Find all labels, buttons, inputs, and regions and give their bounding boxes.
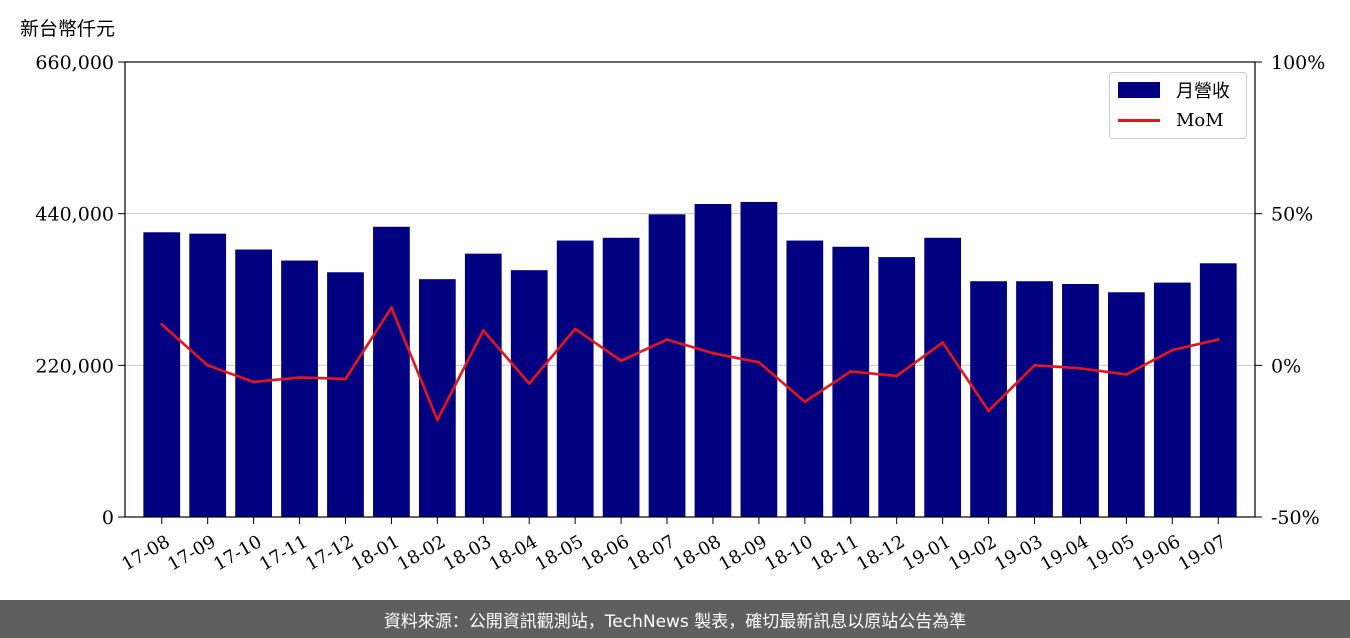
right-tick-label: -50%: [1271, 507, 1320, 529]
left-tick-label: 660,000: [35, 52, 114, 74]
x-tick-label: 19-04: [1037, 531, 1092, 575]
x-tick-label: 19-06: [1129, 531, 1184, 575]
source-footer: 資料來源：公開資訊觀測站，TechNews 製表，確切最新訊息以原站公告為準: [0, 600, 1350, 638]
point-mom: [711, 351, 715, 355]
bar-revenue: [1016, 281, 1053, 517]
bar-revenue: [418, 279, 456, 517]
x-tick-label: 17-11: [256, 531, 311, 575]
point-mom: [390, 306, 393, 310]
bar-revenue: [832, 246, 870, 517]
legend-label-mom: MoM: [1176, 109, 1224, 131]
point-mom: [803, 400, 807, 404]
bar-revenue: [694, 204, 732, 518]
point-mom: [344, 377, 347, 381]
bar-revenue: [143, 232, 181, 517]
bar-revenue: [1062, 283, 1099, 517]
bar-revenue: [924, 237, 962, 517]
bar-revenue: [189, 233, 227, 517]
bar-revenue: [327, 272, 364, 517]
x-tick-label: 18-07: [623, 531, 678, 575]
x-tick-label: 18-02: [394, 531, 449, 575]
series-line-mom: [160, 306, 1219, 422]
bar-revenue: [786, 240, 824, 517]
x-tick-label: 19-01: [899, 531, 954, 575]
x-tick-label: 18-03: [440, 531, 495, 575]
bar-revenue: [464, 253, 502, 517]
x-tick-label: 18-04: [486, 531, 541, 575]
x-tick-label: 19-03: [991, 531, 1046, 575]
point-mom: [665, 338, 669, 341]
legend-swatch-mom: [1118, 118, 1160, 122]
bar-revenue: [281, 260, 318, 517]
point-mom: [527, 382, 531, 385]
point-mom: [895, 374, 899, 378]
point-mom: [1124, 373, 1128, 376]
y-axis-unit-label: 新台幣仟元: [20, 18, 116, 40]
point-mom: [1033, 363, 1036, 367]
left-tick-label: 220,000: [35, 355, 114, 377]
bar-revenue: [878, 257, 916, 517]
x-tick-label: 17-09: [164, 531, 219, 575]
x-tick-label: 19-02: [945, 531, 1000, 575]
bar-revenue: [1108, 292, 1145, 517]
x-tick-label: 17-08: [118, 531, 173, 575]
point-mom: [1170, 348, 1174, 352]
right-tick-label: 0%: [1271, 355, 1301, 377]
plot-frame: [124, 61, 1256, 518]
chart-canvas: 0 220,000 440,000 660,000 -50% 0% 50% 100% 17-08…: [35, 52, 1325, 575]
x-tick-label: 17-12: [302, 531, 357, 575]
point-mom: [573, 327, 577, 331]
right-tick-label: 50%: [1271, 204, 1313, 226]
point-mom: [252, 380, 256, 384]
point-mom: [849, 370, 853, 373]
legend-item-revenue: 月營收: [1118, 79, 1230, 102]
x-tick-label: 19-07: [1175, 531, 1230, 575]
point-mom: [160, 322, 164, 326]
bar-revenue: [510, 270, 548, 517]
point-mom: [1079, 366, 1082, 370]
x-tick-label: 18-06: [578, 531, 633, 575]
x-tick-label: 18-11: [807, 531, 862, 575]
point-mom: [987, 409, 990, 413]
right-tick-label: 100%: [1271, 52, 1325, 74]
bar-revenue: [602, 237, 640, 517]
x-tick-label: 17-10: [210, 531, 265, 575]
legend-swatch-revenue: [1118, 82, 1160, 98]
bar-revenue: [648, 214, 686, 517]
bar-revenue: [1153, 282, 1191, 517]
revenue-chart: 新台幣仟元 0 220,000 440,000 660,000 -50% 0% 50% 100…: [20, 18, 1325, 575]
legend-label-revenue: 月營收: [1176, 81, 1230, 102]
bar-revenue: [556, 240, 594, 517]
point-mom: [435, 418, 439, 422]
point-mom: [1216, 338, 1220, 341]
x-tick-label: 18-09: [715, 531, 770, 575]
bar-revenue: [373, 226, 410, 518]
x-tick-label: 18-12: [853, 531, 908, 575]
x-tick-label: 18-05: [532, 531, 587, 575]
point-mom: [619, 359, 623, 363]
x-tick-label: 18-08: [669, 531, 724, 575]
bar-revenue: [1199, 263, 1237, 517]
point-mom: [481, 329, 485, 332]
x-tick-label: 18-01: [348, 531, 403, 575]
left-tick-label: 440,000: [35, 204, 114, 226]
x-tick-label: 19-05: [1083, 531, 1138, 575]
chart-legend: 月營收 MoM: [1109, 72, 1247, 139]
point-mom: [757, 360, 761, 364]
legend-item-mom: MoM: [1118, 109, 1224, 131]
point-mom: [206, 363, 210, 367]
point-mom: [941, 341, 945, 344]
left-tick-label: 0: [102, 507, 114, 529]
x-tick-label: 18-10: [761, 531, 816, 575]
point-mom: [298, 376, 301, 379]
